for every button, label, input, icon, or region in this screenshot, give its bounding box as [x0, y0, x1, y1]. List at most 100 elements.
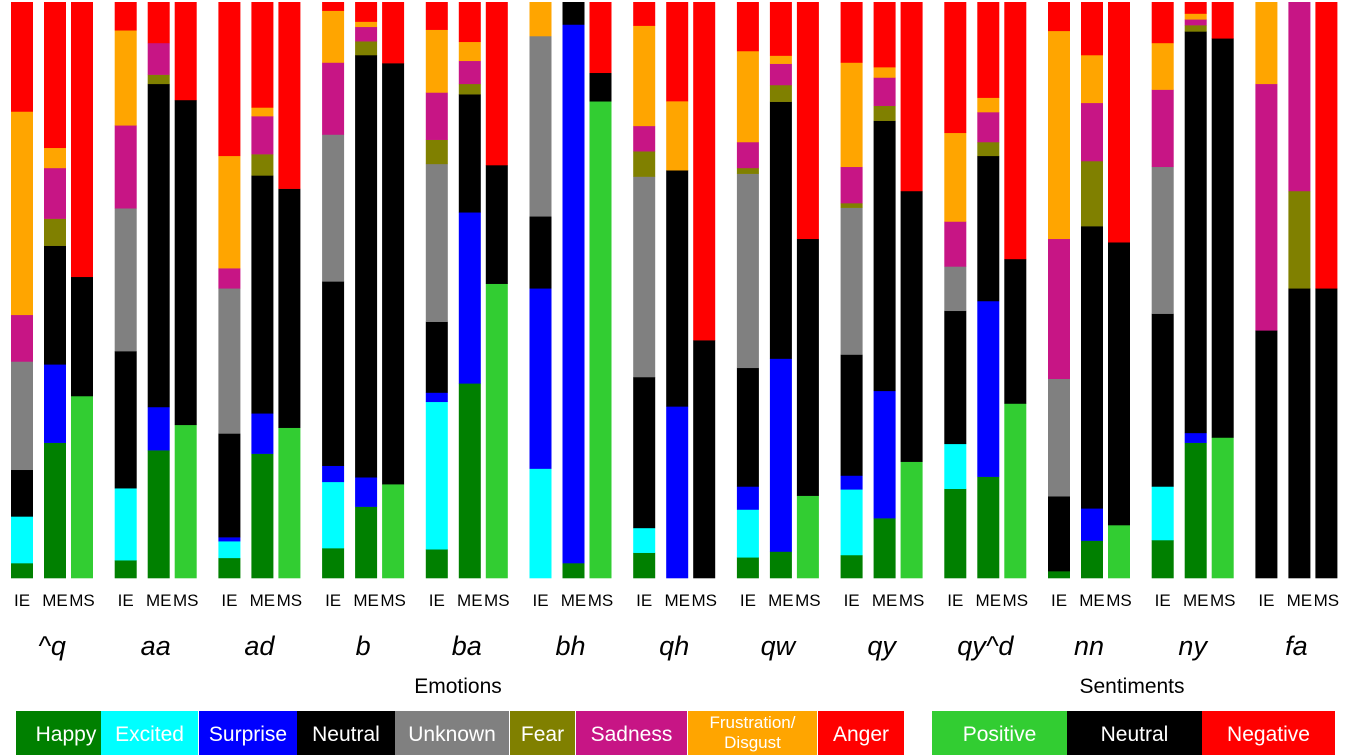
bar-label-ME: ME	[250, 591, 276, 610]
bar-segment-b-IE-excited	[322, 481, 345, 549]
bar-segment-qy-IE-happy	[840, 554, 863, 579]
emotion-legend: Happy Excited Surprise Neutral Unknown Fear Sa…	[16, 711, 904, 755]
bar-segment-b-MS-neutral	[382, 63, 405, 485]
bar-segment-ba-IE-neutral	[425, 321, 448, 393]
bar-segment-qy^d-IE-happy	[944, 488, 967, 579]
bar-segment-qw-IE-neutral	[736, 367, 759, 487]
bar-segment-ba-IE-happy	[425, 549, 448, 579]
bar-label-IE: IE	[636, 591, 652, 610]
bar-segment-qy-ME-sadness	[873, 77, 896, 106]
bar-segment-ad-MS-happy	[278, 427, 301, 579]
bar-segment-nn-IE-sadness	[1048, 238, 1070, 380]
bar-segment-qw-IE-frustration	[736, 50, 759, 143]
bar-segment-ba-ME-happy	[458, 383, 481, 579]
bar-segment-aa-IE-anger	[114, 2, 137, 31]
bar-segment-ny-IE-sadness	[1151, 89, 1174, 168]
bar-segment-^q-IE-sadness	[11, 314, 33, 362]
bar-segment-qy^d-MS-neutral	[1004, 258, 1027, 404]
legend-label-sadness: Sadness	[591, 723, 673, 746]
bar-segment-bh-IE-frustration	[529, 2, 552, 37]
bar-segment-ba-ME-sadness	[458, 60, 481, 85]
bar-segment-qh-IE-unknown	[633, 176, 656, 378]
bar-segment-bh-IE-surprise	[529, 288, 552, 469]
bar-segment-qy^d-MS-anger	[1004, 2, 1027, 260]
bar-label-ME: ME	[664, 591, 690, 610]
bar-segment-qh-MS-neutral	[693, 340, 716, 579]
bar-segment-qh-IE-fear	[633, 151, 656, 177]
bar-segment-nn-ME-frustration	[1081, 54, 1103, 104]
bar-segment-nn-ME-neutral	[1081, 226, 1103, 509]
bar-segment-qy-IE-neutral	[840, 354, 863, 476]
bar-segment-qh-ME-anger	[666, 2, 689, 102]
bar-segment-ad-ME-fear	[251, 154, 274, 176]
bar-segment-b-IE-unknown	[322, 134, 345, 282]
bar-label-IE: IE	[325, 591, 341, 610]
bar-segment-ad-IE-happy	[218, 557, 241, 579]
legend-swatch-sadness	[576, 711, 687, 755]
bar-segment-b-IE-frustration	[322, 10, 345, 63]
bar-segment-b-IE-surprise	[322, 465, 345, 483]
bar-segment-ny-ME-surprise	[1184, 432, 1207, 443]
legend-swatch-fear	[510, 711, 575, 755]
bar-label-MS: MS	[1314, 591, 1340, 610]
bar-segment-aa-IE-unknown	[114, 208, 137, 352]
bar-segment-fa-IE-neutral	[1255, 330, 1278, 579]
bar-segment-^q-ME-sadness	[44, 167, 66, 219]
bar-segment-nn-ME-surprise	[1081, 508, 1103, 541]
bar-segment-b-ME-happy	[355, 506, 378, 579]
bar-segment-ad-ME-happy	[251, 453, 274, 579]
bar-segment-qy^d-IE-excited	[944, 443, 967, 490]
sentiments-axis-title: Sentiments	[1079, 675, 1184, 698]
bar-segment-qy-MS-anger	[900, 2, 923, 192]
bar-segment-qh-IE-frustration	[633, 25, 656, 127]
bar-segment-ny-ME-anger	[1184, 2, 1207, 14]
bar-segment-fa-IE-sadness	[1255, 83, 1278, 331]
legend-label-positive: Positive	[963, 723, 1037, 746]
bar-segment-ad-MS-neutral	[278, 188, 301, 428]
bar-segment-qw-IE-surprise	[736, 486, 759, 510]
group-label: ba	[452, 631, 482, 661]
bar-segment-ba-IE-surprise	[425, 392, 448, 403]
bar-segment-qw-IE-fear	[736, 167, 759, 174]
bar-segment-qy-MS-happy	[900, 461, 923, 579]
bar-segment-qy^d-ME-sadness	[977, 112, 1000, 143]
legend-label-surprise: Surprise	[209, 723, 287, 746]
legend-swatch-positive	[932, 711, 1067, 755]
legend-label-happy: Happy	[36, 723, 97, 746]
bar-label-MS: MS	[277, 591, 303, 610]
bar-segment-qy-ME-fear	[873, 105, 896, 121]
group-labels: ^q aa ad b ba bh qh qw qy qy^d nn ny fa	[38, 631, 1308, 661]
bar-segment-aa-MS-happy	[174, 424, 197, 579]
bar-segment-qy-ME-happy	[873, 518, 896, 579]
bar-segment-b-ME-surprise	[355, 477, 378, 507]
bar-segment-bh-IE-unknown	[529, 35, 552, 217]
bar-label-MS: MS	[588, 591, 614, 610]
bar-segment-qy-IE-excited	[840, 489, 863, 556]
bar-segment-ad-IE-unknown	[218, 288, 241, 434]
bar-label-MS: MS	[899, 591, 925, 610]
legend-label-frustration: Frustration/Disgust	[710, 713, 796, 752]
bar-label-ME: ME	[1287, 591, 1313, 610]
bar-segment-bh-MS-anger	[589, 2, 612, 74]
bar-segment-ba-IE-sadness	[425, 92, 448, 140]
bar-segment-qh-ME-frustration	[666, 101, 689, 171]
bar-segment-qw-ME-fear	[769, 84, 792, 102]
bar-segment-qw-IE-sadness	[736, 141, 759, 169]
bar-segment-fa-ME-sadness	[1288, 2, 1311, 192]
bar-segment-ny-ME-neutral	[1184, 31, 1207, 434]
bar-label-IE: IE	[532, 591, 548, 610]
bar-segment-ad-ME-sadness	[251, 116, 274, 155]
bar-segment-fa-ME-neutral	[1288, 288, 1311, 579]
bar-segment-ny-IE-frustration	[1151, 42, 1174, 90]
bar-segment-bh-ME-happy	[562, 563, 585, 579]
bar-segment-aa-IE-frustration	[114, 30, 137, 126]
bar-segment-nn-ME-fear	[1081, 160, 1103, 227]
bar-segment-fa-ME-fear	[1288, 190, 1311, 289]
bar-label-ME: ME	[146, 591, 172, 610]
bar-segment-ad-ME-surprise	[251, 413, 274, 454]
bar-segment-ad-ME-anger	[251, 2, 274, 108]
bar-segment-nn-ME-sadness	[1081, 102, 1103, 162]
bar-segment-bh-MS-neutral	[589, 72, 612, 102]
bar-segment-ny-IE-unknown	[1151, 166, 1174, 314]
bar-segment-qw-IE-anger	[736, 2, 759, 52]
